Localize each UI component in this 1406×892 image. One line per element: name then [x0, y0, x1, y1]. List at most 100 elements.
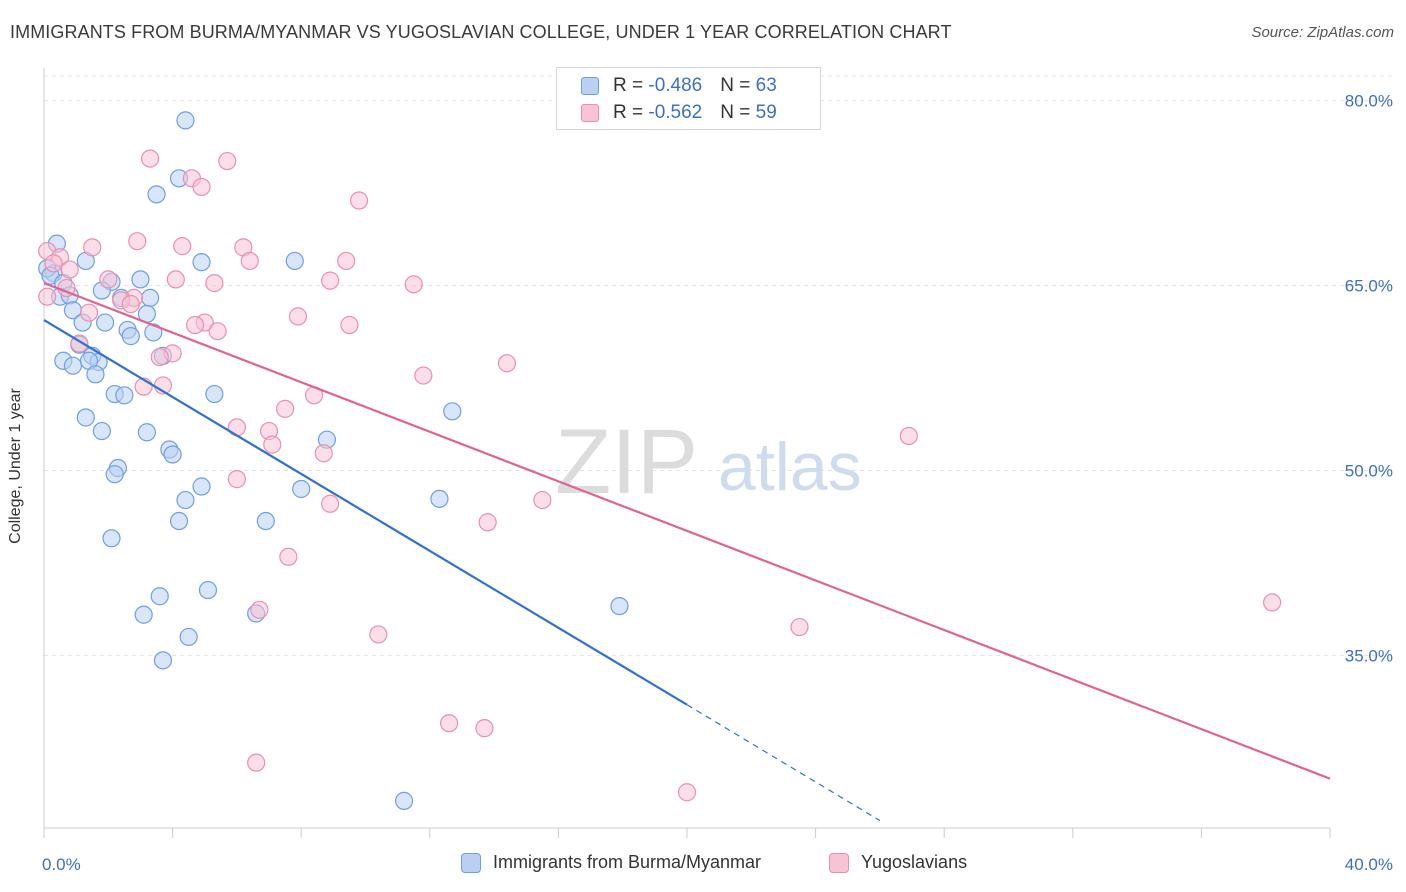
- stats-legend: R = -0.486 N = 63 R = -0.562 N = 59: [556, 67, 821, 130]
- legend-item-yugoslav: Yugoslavians: [829, 852, 967, 873]
- scatter-point: [144, 323, 163, 342]
- scatter-point: [60, 260, 79, 279]
- scatter-point: [321, 271, 340, 290]
- y-tick-label: 80.0%: [1345, 92, 1393, 111]
- scatter-point: [153, 651, 173, 670]
- legend-swatch-yugoslav: [581, 104, 599, 122]
- watermark-atlas: atlas: [718, 429, 862, 505]
- scatter-point: [179, 627, 198, 647]
- scatter-point: [497, 354, 517, 373]
- scatter-point: [150, 587, 169, 606]
- gridlines: [44, 75, 1394, 656]
- legend-n-value-yugoslav: 59: [755, 102, 777, 123]
- scatter-point: [137, 423, 156, 442]
- scatter-point: [83, 238, 102, 257]
- scatter-point: [240, 251, 259, 271]
- scatter-point: [140, 149, 160, 168]
- scatter-point: [102, 529, 121, 548]
- x-tick-label: 0.0%: [42, 855, 81, 874]
- scatter-point: [205, 384, 224, 404]
- series-burma-points: [38, 111, 629, 810]
- scatter-point: [44, 254, 63, 273]
- legend-label-burma: Immigrants from Burma/Myanmar: [493, 852, 762, 872]
- scatter-point: [677, 783, 697, 802]
- scatter-point: [475, 719, 494, 738]
- scatter-point: [404, 275, 423, 294]
- scatter-point: [321, 494, 340, 513]
- legend-r-value-yugoslav: -0.562: [648, 102, 703, 123]
- series-legend: Immigrants from Burma/Myanmar Yugoslavia…: [0, 852, 1406, 878]
- scatter-point: [369, 625, 388, 644]
- scatter-point: [276, 399, 295, 418]
- scatter-point: [478, 513, 497, 532]
- legend-label-yugoslav: Yugoslavians: [861, 852, 968, 872]
- scatter-point: [340, 315, 359, 335]
- scatter-point: [256, 511, 275, 531]
- scatter-point: [86, 365, 105, 384]
- legend-item-burma: Immigrants from Burma/Myanmar: [461, 852, 761, 873]
- scatter-point: [166, 270, 185, 289]
- scatter-point: [105, 465, 124, 484]
- scatter-point: [349, 191, 369, 210]
- scatter-point: [227, 418, 246, 437]
- scatter-point: [131, 270, 150, 289]
- scatter-point: [414, 366, 433, 385]
- trend-lines: [43, 282, 1331, 822]
- legend-swatch-yugoslav: [829, 852, 849, 873]
- scatter-point: [92, 421, 111, 441]
- scatter-point: [140, 288, 160, 308]
- trend-line: [43, 319, 688, 706]
- scatter-point: [208, 322, 227, 341]
- legend-n-label: N =: [720, 102, 756, 123]
- scatter-point: [192, 477, 211, 496]
- y-tick-label: 35.0%: [1345, 646, 1393, 665]
- scatter-point: [173, 237, 192, 256]
- scatter-point: [79, 303, 99, 322]
- scatter-point: [430, 489, 449, 508]
- scatter-point: [163, 445, 182, 464]
- y-tick-label: 65.0%: [1345, 277, 1393, 296]
- axes: [43, 68, 1331, 838]
- y-tick-labels: 35.0% 50.0% 65.0% 80.0%: [1345, 92, 1393, 666]
- trend-line: [43, 282, 1331, 780]
- scatter-point: [899, 426, 918, 446]
- scatter-point: [198, 580, 218, 600]
- scatter-point: [285, 251, 304, 271]
- scatter-point: [38, 287, 57, 306]
- legend-row-burma: R = -0.486 N = 63: [581, 74, 777, 98]
- scatter-point: [134, 605, 153, 624]
- legend-r-label: R =: [613, 75, 649, 96]
- scatter-point: [63, 356, 83, 375]
- scatter-point: [169, 511, 189, 531]
- scatter-point: [439, 714, 459, 733]
- scatter-point: [128, 232, 147, 251]
- scatter-point: [99, 270, 118, 289]
- scatter-point: [192, 253, 211, 272]
- legend-r-label: R =: [613, 102, 649, 123]
- scatter-point: [279, 547, 298, 566]
- scatter-point: [790, 617, 809, 637]
- scatter-point: [121, 327, 140, 346]
- scatter-point: [443, 402, 462, 421]
- scatter-point: [394, 791, 414, 810]
- scatter-point: [263, 435, 282, 454]
- series-yugoslav-points: [38, 149, 1282, 802]
- scatter-point: [176, 111, 195, 130]
- scatter-point: [176, 490, 195, 510]
- y-tick-label: 50.0%: [1345, 461, 1393, 480]
- scatter-point: [121, 294, 140, 314]
- legend-n-value-burma: 63: [755, 75, 777, 96]
- scatter-point: [250, 600, 269, 619]
- scatter-point: [186, 315, 205, 335]
- scatter-point: [95, 313, 115, 332]
- scatter-point: [76, 408, 95, 427]
- source-credit: Source: ZipAtlas.com: [1251, 24, 1394, 41]
- legend-swatch-burma: [461, 852, 481, 873]
- scatter-point: [192, 177, 211, 197]
- watermark-zip: ZIP: [555, 411, 698, 513]
- scatter-point: [227, 470, 246, 489]
- chart-title: IMMIGRANTS FROM BURMA/MYANMAR VS YUGOSLA…: [10, 22, 952, 42]
- scatter-point: [205, 274, 224, 293]
- trend-line-extension: [686, 704, 881, 822]
